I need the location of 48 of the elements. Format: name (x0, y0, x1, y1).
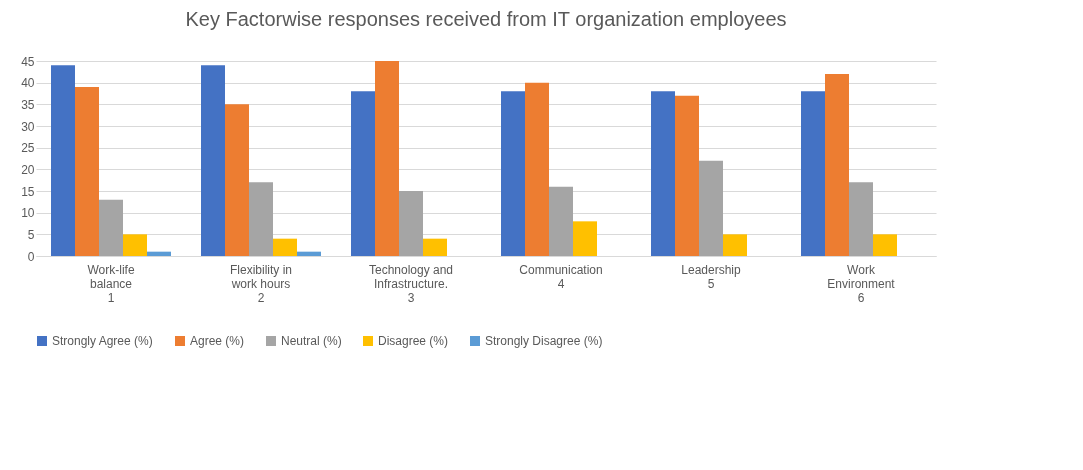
x-tick-label: Technology and Infrastructure. 3 (368, 262, 454, 305)
y-tick-label: 45 (21, 54, 35, 69)
bar (573, 221, 597, 256)
bar (873, 234, 897, 256)
bar (723, 234, 747, 256)
legend-label: Strongly Disagree (%) (485, 334, 603, 348)
x-tick-label: Leadership 5 (681, 262, 742, 291)
bar (825, 74, 849, 256)
bar (399, 191, 423, 256)
legend-label: Strongly Agree (%) (52, 334, 153, 348)
y-tick-label: 0 (27, 249, 35, 264)
bar (51, 65, 75, 256)
y-tick-label: 20 (21, 162, 35, 177)
y-tick-label: 25 (21, 141, 35, 156)
bar (249, 182, 273, 256)
bar (99, 199, 123, 256)
bar (801, 91, 825, 256)
bar (651, 91, 675, 256)
bar (675, 95, 699, 256)
bar (501, 91, 525, 256)
y-tick-label: 15 (21, 184, 35, 199)
chart-title: Key Factorwise responses received from IT organization employees (185, 8, 787, 30)
bar (849, 182, 873, 256)
bar (699, 160, 723, 256)
bar (147, 251, 171, 256)
x-tick-label: Flexibility in work hours 2 (229, 262, 293, 305)
legend-label: Neutral (%) (281, 334, 342, 348)
y-tick-label: 10 (21, 206, 35, 221)
bar (201, 65, 225, 256)
y-tick-label: 35 (21, 97, 35, 112)
bar (525, 82, 549, 256)
bar (273, 238, 297, 256)
legend-label: Agree (%) (190, 334, 245, 348)
bar (375, 61, 399, 256)
bar (75, 87, 99, 256)
bar (423, 238, 447, 256)
x-tick-label: Work-life balance 1 (87, 262, 135, 305)
bar (225, 104, 249, 256)
legend-label: Disagree (%) (378, 334, 449, 348)
y-tick-label: 5 (27, 227, 35, 242)
y-tick-label: 30 (21, 119, 35, 134)
bar (297, 251, 321, 256)
x-tick-label: Communication 4 (519, 262, 603, 291)
x-tick-label: Work Environment 6 (827, 262, 896, 305)
bar (549, 186, 573, 256)
y-tick-label: 40 (21, 76, 35, 91)
bar (123, 234, 147, 256)
bar (351, 91, 375, 256)
